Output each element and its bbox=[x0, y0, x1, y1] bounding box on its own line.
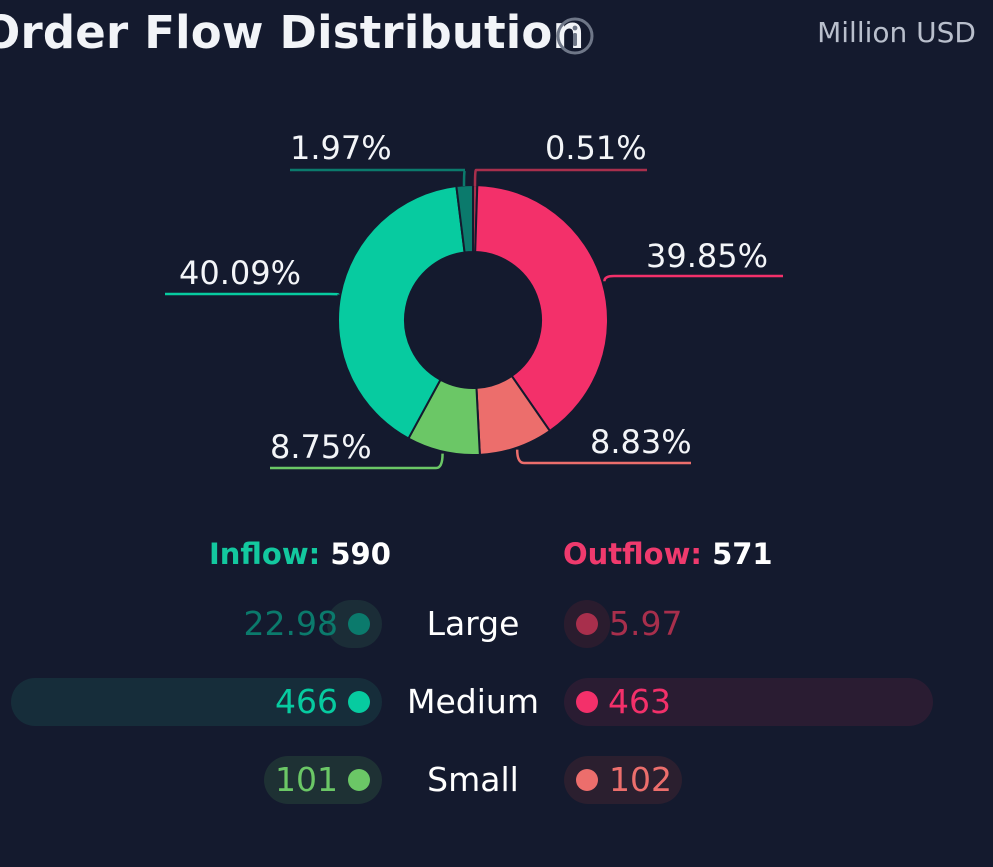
pct-label-inflow-large: 1.97% bbox=[290, 129, 392, 167]
inflow-medium-dot bbox=[348, 691, 370, 713]
outflow-medium-bar bbox=[564, 678, 933, 726]
outflow-large-dot bbox=[576, 613, 598, 635]
leader-outflow-medium bbox=[603, 274, 783, 282]
outflow-large-value: 5.97 bbox=[609, 604, 683, 643]
inflow-medium-value: 466 bbox=[275, 682, 338, 721]
outflow-total-label: Outflow: bbox=[563, 537, 702, 571]
outflow-small-value: 102 bbox=[609, 760, 672, 799]
donut-chart bbox=[165, 168, 783, 470]
row-label-large: Large bbox=[426, 604, 520, 643]
inflow-medium-bar bbox=[11, 678, 382, 726]
inflow-total-value: 590 bbox=[330, 537, 391, 571]
pct-label-outflow-small: 8.83% bbox=[590, 423, 692, 461]
outflow-medium-value: 463 bbox=[608, 682, 671, 721]
inflow-total: Inflow: 590 bbox=[209, 537, 391, 571]
slice-inflow-large[interactable] bbox=[455, 183, 474, 254]
leader-outflow-small bbox=[515, 449, 691, 465]
inflow-small-value: 101 bbox=[275, 760, 338, 799]
slice-outflow-medium[interactable] bbox=[474, 184, 609, 433]
leader-inflow-large bbox=[290, 168, 467, 187]
outflow-medium-dot bbox=[576, 691, 598, 713]
unit-label: Million USD bbox=[817, 16, 976, 49]
row-label-medium: Medium bbox=[407, 682, 539, 721]
pct-label-outflow-large: 0.51% bbox=[545, 129, 647, 167]
row-label-small: Small bbox=[427, 760, 519, 799]
leader-outflow-large bbox=[473, 168, 647, 187]
pct-label-outflow-medium: 39.85% bbox=[646, 237, 769, 275]
outflow-small-dot bbox=[576, 769, 598, 791]
inflow-small-dot bbox=[348, 769, 370, 791]
outflow-total-value: 571 bbox=[712, 537, 773, 571]
pct-label-inflow-small: 8.75% bbox=[270, 428, 372, 466]
leader-inflow-small bbox=[270, 453, 444, 470]
slice-inflow-medium[interactable] bbox=[337, 184, 466, 440]
inflow-total-label: Inflow: bbox=[209, 537, 321, 571]
inflow-large-value: 22.98 bbox=[243, 604, 338, 643]
info-icon[interactable] bbox=[556, 17, 594, 55]
page-title: Order Flow Distribution bbox=[0, 6, 585, 59]
outflow-total: Outflow: 571 bbox=[563, 537, 773, 571]
inflow-large-dot bbox=[348, 613, 370, 635]
pct-label-inflow-medium: 40.09% bbox=[179, 254, 302, 292]
